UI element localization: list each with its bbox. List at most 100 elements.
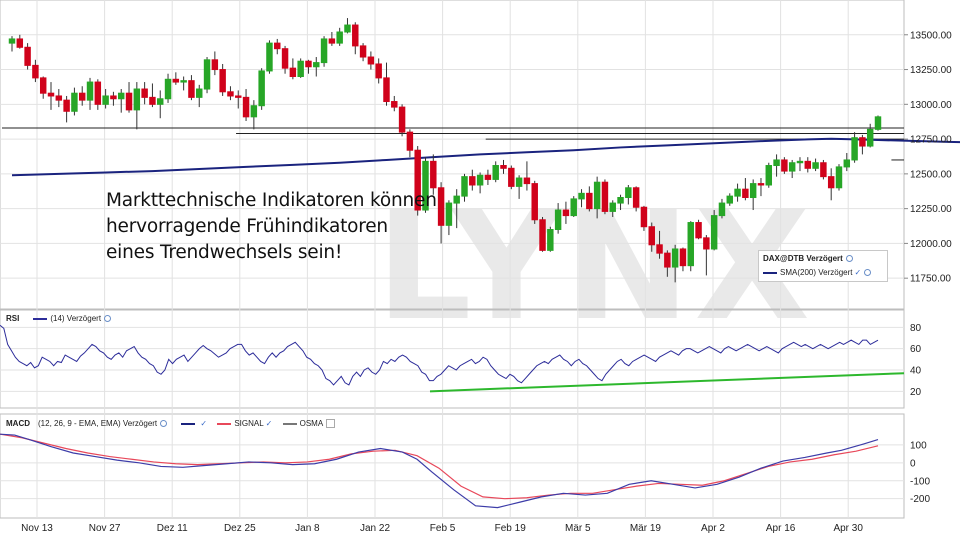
candle-down: [141, 88, 148, 98]
candle-up: [313, 62, 320, 68]
caption-line-3: eines Trendwechsels sein!: [106, 242, 343, 263]
candle-up: [866, 128, 874, 147]
macd-swatch: [181, 422, 196, 425]
y-tick-label: 13000.00: [910, 100, 952, 111]
macd-label: MACD: [6, 419, 30, 428]
candle-up: [445, 202, 453, 226]
candle-down: [55, 95, 63, 101]
candle-up: [266, 42, 273, 72]
candle-up: [515, 177, 523, 187]
price-panel-frame: [0, 0, 905, 310]
candle-down: [149, 96, 156, 105]
rsi-header: RSI (14) Verzögert: [6, 314, 112, 323]
price-legend-title: DAX@DTB Verzögert: [763, 254, 843, 263]
check-icon[interactable]: ✓: [200, 419, 208, 428]
candle-up: [461, 176, 468, 197]
rsi-swatch: [33, 317, 48, 320]
candle-down: [289, 67, 297, 78]
candle-up: [86, 81, 94, 101]
osma-swatch: [282, 422, 297, 425]
candle-down: [242, 96, 250, 118]
candle-down: [508, 167, 515, 187]
settings-icon[interactable]: [864, 269, 872, 277]
x-tick-label: Apr 2: [701, 523, 725, 534]
candle-down: [648, 226, 655, 246]
candle-up: [297, 60, 304, 78]
checkbox-icon[interactable]: [326, 419, 336, 429]
signal-line: [0, 433, 879, 500]
candle-up: [710, 215, 718, 250]
check-icon[interactable]: ✓: [854, 268, 862, 277]
candle-down: [484, 174, 492, 180]
candle-up: [320, 38, 328, 64]
candle-down: [469, 176, 476, 186]
candle-up: [874, 116, 882, 130]
candle-up: [422, 160, 429, 211]
candle-down: [859, 137, 866, 147]
y-tick-label: 12750.00: [910, 135, 952, 146]
candle-up: [749, 183, 757, 199]
candle-down: [227, 91, 234, 97]
settings-icon[interactable]: [104, 315, 112, 323]
candle-down: [328, 38, 336, 44]
candle-down: [539, 219, 546, 251]
rsi-params: (14) Verzögert: [50, 314, 102, 323]
signal-swatch: [217, 422, 232, 425]
candle-down: [406, 131, 414, 151]
rsi-label: RSI: [6, 314, 20, 323]
sma200-line: [11, 137, 960, 177]
check-icon[interactable]: ✓: [265, 419, 273, 428]
candle-down: [63, 99, 70, 112]
candle-down: [24, 46, 31, 66]
candle-down: [820, 162, 827, 178]
macd-panel-frame: [0, 413, 905, 519]
candle-up: [258, 70, 265, 107]
candle-down: [16, 38, 24, 48]
price-legend: DAX@DTB Verzögert SMA(200) Verzögert ✓: [758, 250, 888, 282]
rsi-tick-label: 60: [910, 344, 922, 355]
candle-up: [196, 88, 203, 98]
caption-line-1: Markttechnische Indikatoren können: [106, 190, 437, 211]
candle-up: [671, 248, 679, 268]
macd-tick-label: -200: [910, 494, 930, 505]
candle-up: [718, 202, 726, 217]
candle-down: [110, 95, 117, 100]
candle-down: [757, 183, 765, 186]
candle-up: [578, 192, 585, 200]
candle-down: [39, 77, 47, 94]
caption-text: Markttechnische Indikatoren können hervo…: [106, 188, 446, 266]
candle-up: [157, 98, 164, 105]
candle-up: [765, 165, 773, 186]
candle-down: [281, 48, 289, 69]
candle-down: [398, 106, 406, 133]
candle-down: [367, 56, 375, 65]
settings-icon[interactable]: [160, 420, 168, 428]
x-tick-label: Apr 30: [833, 523, 863, 534]
osma-label: OSMA: [299, 419, 324, 428]
rsi-panel-frame: [0, 309, 905, 409]
sma-swatch: [763, 271, 777, 274]
candle-up: [835, 166, 843, 189]
x-tick-label: Feb 5: [430, 523, 456, 534]
candle-down: [32, 64, 39, 79]
x-tick-label: Jan 22: [360, 523, 390, 534]
x-tick-label: Nov 13: [21, 523, 53, 534]
x-tick-label: Apr 16: [766, 523, 796, 534]
candle-up: [851, 137, 858, 161]
candle-down: [78, 92, 86, 101]
candle-down: [172, 78, 180, 83]
candle-down: [414, 149, 421, 211]
rsi-line: [0, 324, 879, 386]
candle-down: [562, 209, 570, 217]
candle-down: [352, 24, 359, 47]
candle-up: [570, 198, 577, 217]
rsi-tick-label: 20: [910, 387, 922, 398]
candle-up: [788, 162, 796, 172]
macd-tick-label: -100: [910, 476, 930, 487]
candle-up: [250, 105, 258, 118]
rsi-tick-label: 40: [910, 366, 922, 377]
candle-up: [609, 202, 616, 212]
settings-icon[interactable]: [845, 255, 853, 263]
candle-up: [102, 95, 109, 105]
x-tick-label: Dez 11: [157, 523, 188, 534]
